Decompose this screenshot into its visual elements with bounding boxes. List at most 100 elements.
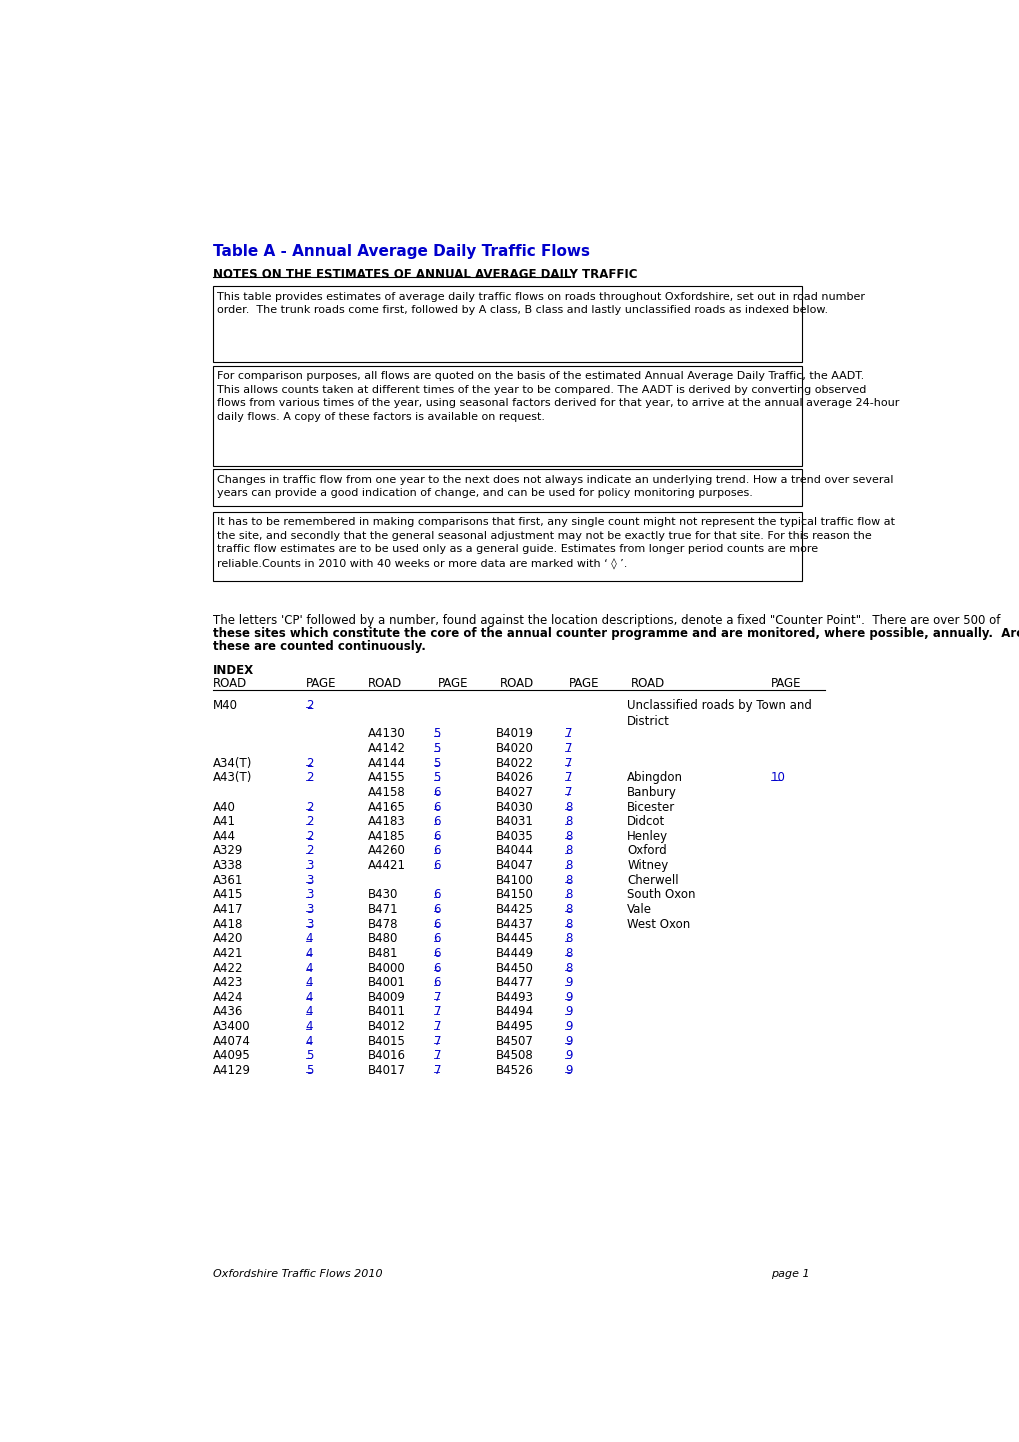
Text: B4526: B4526 [495,1064,533,1077]
Bar [213,286,801,362]
Text: It has to be remembered in making comparisons that first, any single count might: It has to be remembered in making compar… [216,518,894,570]
Text: PAGE: PAGE [437,678,468,691]
Text: 3: 3 [306,874,313,887]
Text: 8: 8 [565,917,573,930]
Text: A421: A421 [213,947,243,960]
Text: A4095: A4095 [213,1050,251,1063]
Text: 7: 7 [433,991,440,1004]
Text: NOTES ON THE ESTIMATES OF ANNUAL AVERAGE DAILY TRAFFIC: NOTES ON THE ESTIMATES OF ANNUAL AVERAGE… [213,268,637,281]
Text: 8: 8 [565,800,573,813]
Text: 6: 6 [433,845,440,858]
Text: B4044: B4044 [495,845,533,858]
Text: 4: 4 [306,933,313,946]
Text: ROAD: ROAD [499,678,533,691]
Text: B4047: B4047 [495,859,533,872]
Text: A4260: A4260 [368,845,406,858]
Text: A3400: A3400 [213,1019,250,1032]
Text: 5: 5 [433,771,440,784]
Text: 9: 9 [565,1050,573,1063]
Text: Oxfordshire Traffic Flows 2010: Oxfordshire Traffic Flows 2010 [213,1269,382,1279]
Text: Bicester: Bicester [627,800,675,813]
Text: Changes in traffic flow from one year to the next does not always indicate an un: Changes in traffic flow from one year to… [216,474,893,499]
Text: B4030: B4030 [495,800,533,813]
Text: 6: 6 [433,976,440,989]
Text: 8: 8 [565,947,573,960]
Text: 6: 6 [433,888,440,901]
Text: 3: 3 [306,888,313,901]
Text: B4449: B4449 [495,947,533,960]
Text: 3: 3 [306,917,313,930]
Text: Oxford: Oxford [627,845,666,858]
Text: 6: 6 [433,933,440,946]
Text: A329: A329 [213,845,243,858]
Text: PAGE: PAGE [569,678,599,691]
Text: B4477: B4477 [495,976,533,989]
Text: 7: 7 [433,1019,440,1032]
Text: A4144: A4144 [368,757,406,770]
Text: A43(T): A43(T) [213,771,252,784]
Text: Banbury: Banbury [627,786,677,799]
Text: A4074: A4074 [213,1035,251,1048]
Text: 9: 9 [565,976,573,989]
Text: 9: 9 [565,1064,573,1077]
Text: 6: 6 [433,903,440,916]
Text: 8: 8 [565,888,573,901]
Text: A417: A417 [213,903,243,916]
Text: B4031: B4031 [495,815,533,828]
Text: B430: B430 [368,888,397,901]
Text: B471: B471 [368,903,398,916]
Text: 2: 2 [306,757,313,770]
Text: B4017: B4017 [368,1064,406,1077]
Text: This table provides estimates of average daily traffic flows on roads throughout: This table provides estimates of average… [216,291,864,316]
Text: A41: A41 [213,815,235,828]
Text: 2: 2 [306,771,313,784]
Text: B4020: B4020 [495,743,533,756]
Text: 7: 7 [565,727,573,740]
Text: A418: A418 [213,917,243,930]
Text: 7: 7 [433,1005,440,1018]
Text: B4016: B4016 [368,1050,406,1063]
Text: Vale: Vale [627,903,652,916]
Text: A422: A422 [213,962,243,975]
Text: 7: 7 [565,771,573,784]
Text: B4012: B4012 [368,1019,406,1032]
Text: 6: 6 [433,786,440,799]
Text: 6: 6 [433,859,440,872]
Text: Table A - Annual Average Daily Traffic Flows: Table A - Annual Average Daily Traffic F… [213,244,589,260]
Text: A4130: A4130 [368,727,406,740]
Text: 7: 7 [565,786,573,799]
Text: B4493: B4493 [495,991,533,1004]
Text: 10: 10 [770,771,785,784]
Text: 9: 9 [565,991,573,1004]
Text: B4000: B4000 [368,962,406,975]
Text: A4421: A4421 [368,859,406,872]
Text: West Oxon: West Oxon [627,917,690,930]
Text: A436: A436 [213,1005,243,1018]
Text: 8: 8 [565,859,573,872]
Text: 9: 9 [565,1005,573,1018]
Text: For comparison purposes, all flows are quoted on the basis of the estimated Annu: For comparison purposes, all flows are q… [216,371,898,421]
Text: 7: 7 [565,757,573,770]
Text: 4: 4 [306,947,313,960]
Text: 7: 7 [433,1035,440,1048]
Text: 5: 5 [306,1050,313,1063]
Text: 7: 7 [433,1050,440,1063]
Text: 7: 7 [565,743,573,756]
Text: B4100: B4100 [495,874,533,887]
Text: B478: B478 [368,917,397,930]
Text: Witney: Witney [627,859,668,872]
Text: 8: 8 [565,874,573,887]
Text: B4437: B4437 [495,917,533,930]
Text: 2: 2 [306,829,313,844]
Text: Unclassified roads by Town and
District: Unclassified roads by Town and District [627,699,811,728]
Text: 8: 8 [565,829,573,844]
Text: Didcot: Didcot [627,815,665,828]
Text: A424: A424 [213,991,243,1004]
Text: 2: 2 [306,800,313,813]
Text: A44: A44 [213,829,235,844]
Bar [213,365,801,466]
Text: A4185: A4185 [368,829,406,844]
Text: 8: 8 [565,815,573,828]
Text: B4001: B4001 [368,976,406,989]
Text: 5: 5 [433,757,440,770]
